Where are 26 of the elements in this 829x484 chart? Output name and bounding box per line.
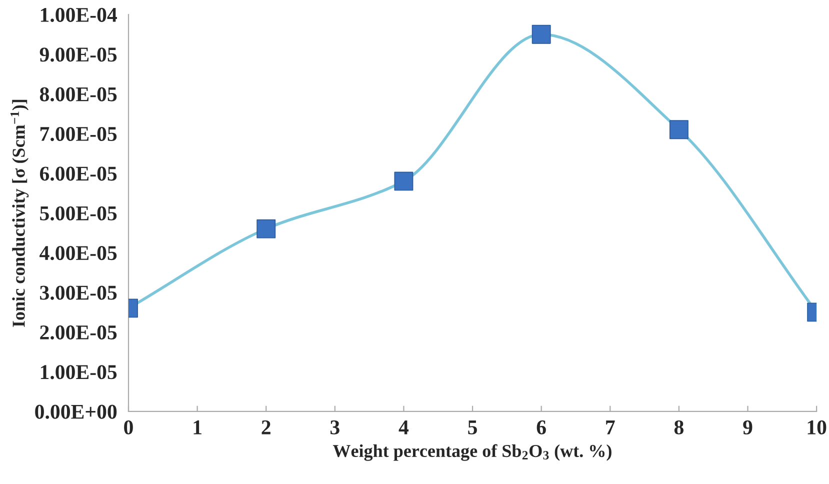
x-tick-label: 3: [330, 420, 340, 434]
x-tick-label: 9: [743, 420, 752, 434]
y-tick-label: 1.00E-05: [40, 365, 117, 380]
y-axis-title: Ionic conductivity [σ (Scm$^{−1}$)]: [10, 100, 29, 327]
x-axis-title: Weight percentage of Sb$_{2}$O$_{3}$ (wt. %): [332, 444, 612, 461]
x-tick-label: 8: [674, 420, 684, 434]
x-tick-label: 5: [468, 420, 477, 434]
y-tick-label: 0.00E+00: [35, 404, 117, 419]
y-tick-label: 8.00E-05: [40, 87, 117, 102]
y-tick-label: 2.00E-05: [40, 325, 117, 340]
point: [532, 24, 551, 44]
x-tick-label: 4: [398, 420, 409, 434]
y-tick-label: 9.00E-05: [40, 48, 117, 62]
y-tick-label: 1.00E-04: [40, 8, 117, 22]
point: [394, 172, 414, 191]
y-tick-label: 6.00E-05: [40, 166, 117, 181]
x-tick-label: 2: [262, 420, 270, 434]
y-tick-label: 5.00E-05: [40, 206, 117, 220]
y-tick-label: 7.00E-05: [40, 126, 117, 142]
x-tick-label: 7: [606, 420, 615, 434]
x-tick-label: 6: [536, 420, 546, 434]
x-tick-label: 10: [808, 420, 826, 434]
y-tick-label: 3.00E-05: [40, 286, 117, 300]
y-tick-label: 4.00E-05: [40, 246, 117, 260]
x-tick-label: 1: [194, 420, 202, 434]
x-tick-label: 0: [124, 420, 133, 434]
